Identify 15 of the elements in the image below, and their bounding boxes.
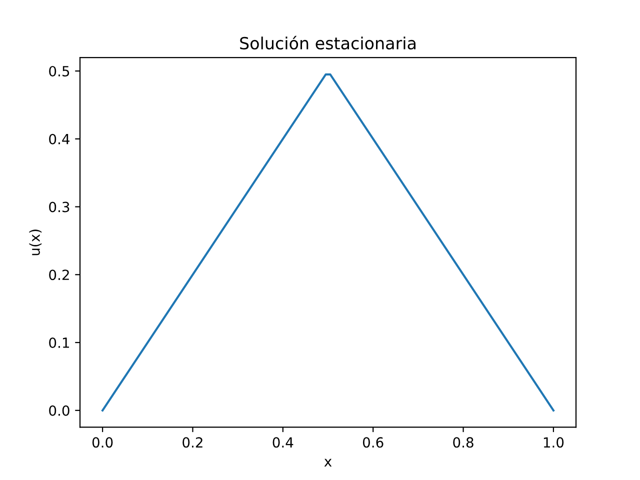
y-tick-label: 0.5 xyxy=(49,66,70,76)
y-tick-label: 0.2 xyxy=(49,270,69,280)
x-tick-label: 0.0 xyxy=(92,437,113,448)
x-tick-label: 0.6 xyxy=(362,437,384,448)
x-tick-label: 1.0 xyxy=(544,437,564,448)
y-axis-title: u(x) xyxy=(29,230,42,256)
y-tick-label: 0.1 xyxy=(49,337,69,348)
y-tick-label: 0.4 xyxy=(49,134,70,144)
chart-title: Solución estacionaria xyxy=(240,36,416,50)
x-axis-title: x xyxy=(324,458,332,466)
y-tick-label: 0.0 xyxy=(49,405,70,416)
x-tick-label: 0.4 xyxy=(272,437,294,448)
x-tick-label: 0.2 xyxy=(182,437,202,448)
y-tick-label: 0.3 xyxy=(49,202,70,212)
x-tick-label: 0.8 xyxy=(453,437,474,448)
